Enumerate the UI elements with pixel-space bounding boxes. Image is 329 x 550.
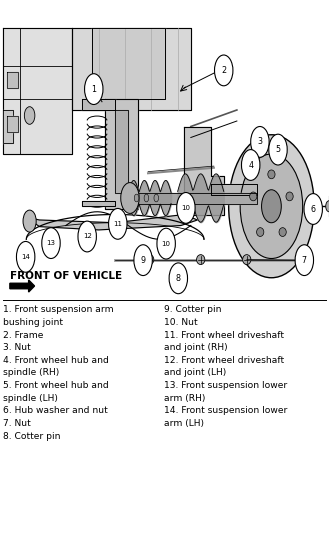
Circle shape [169, 263, 188, 294]
Text: 3: 3 [257, 138, 263, 146]
Ellipse shape [257, 228, 264, 236]
Circle shape [134, 245, 152, 276]
Text: 2: 2 [221, 66, 226, 75]
Polygon shape [105, 99, 138, 209]
Polygon shape [72, 28, 191, 110]
Text: 5: 5 [275, 145, 281, 154]
Ellipse shape [268, 170, 275, 179]
Circle shape [109, 208, 127, 239]
Polygon shape [92, 28, 164, 99]
Text: 11: 11 [113, 221, 122, 227]
Ellipse shape [279, 228, 286, 236]
Circle shape [229, 135, 314, 278]
Circle shape [177, 192, 195, 223]
Text: 13: 13 [46, 240, 56, 246]
Ellipse shape [286, 192, 293, 201]
Polygon shape [125, 192, 257, 204]
Circle shape [215, 55, 233, 86]
Polygon shape [115, 110, 128, 192]
Ellipse shape [242, 255, 251, 265]
Polygon shape [3, 110, 13, 143]
Text: 10: 10 [162, 241, 171, 246]
Text: 1: 1 [91, 85, 96, 94]
Circle shape [85, 74, 103, 104]
Circle shape [240, 154, 303, 258]
Polygon shape [82, 201, 115, 206]
Polygon shape [211, 184, 257, 195]
Text: 8: 8 [176, 274, 181, 283]
Circle shape [157, 228, 175, 259]
Polygon shape [184, 126, 224, 214]
Polygon shape [26, 214, 197, 230]
Circle shape [251, 126, 269, 157]
Text: 4: 4 [248, 161, 253, 169]
Circle shape [326, 201, 329, 212]
Polygon shape [3, 28, 72, 154]
Polygon shape [82, 99, 115, 110]
Ellipse shape [145, 255, 154, 265]
Circle shape [121, 183, 139, 213]
Text: 7: 7 [302, 256, 307, 265]
Ellipse shape [250, 192, 257, 201]
Text: 1. Front suspension arm
bushing joint
2. Frame
3. Nut
4. Front wheel hub and
spi: 1. Front suspension arm bushing joint 2.… [3, 305, 114, 441]
Circle shape [269, 134, 287, 165]
Circle shape [23, 210, 36, 232]
FancyArrow shape [10, 280, 35, 292]
Polygon shape [7, 116, 18, 132]
Text: 10: 10 [181, 205, 190, 211]
Circle shape [42, 228, 60, 258]
Circle shape [241, 150, 260, 180]
Text: 9. Cotter pin
10. Nut
11. Front wheel driveshaft
and joint (RH)
12. Front wheel : 9. Cotter pin 10. Nut 11. Front wheel dr… [164, 305, 288, 428]
Ellipse shape [196, 255, 205, 265]
Text: 6: 6 [311, 205, 316, 213]
Polygon shape [7, 72, 18, 88]
Circle shape [144, 194, 149, 202]
Circle shape [262, 190, 281, 223]
Circle shape [134, 194, 139, 202]
Circle shape [295, 245, 314, 276]
Circle shape [16, 241, 35, 272]
Text: 12: 12 [83, 234, 91, 239]
Circle shape [24, 107, 35, 124]
Circle shape [304, 194, 322, 224]
Circle shape [154, 194, 159, 202]
Text: FRONT OF VEHICLE: FRONT OF VEHICLE [10, 271, 122, 281]
Circle shape [78, 221, 96, 252]
Text: 9: 9 [140, 256, 146, 265]
Text: 14: 14 [21, 254, 30, 260]
